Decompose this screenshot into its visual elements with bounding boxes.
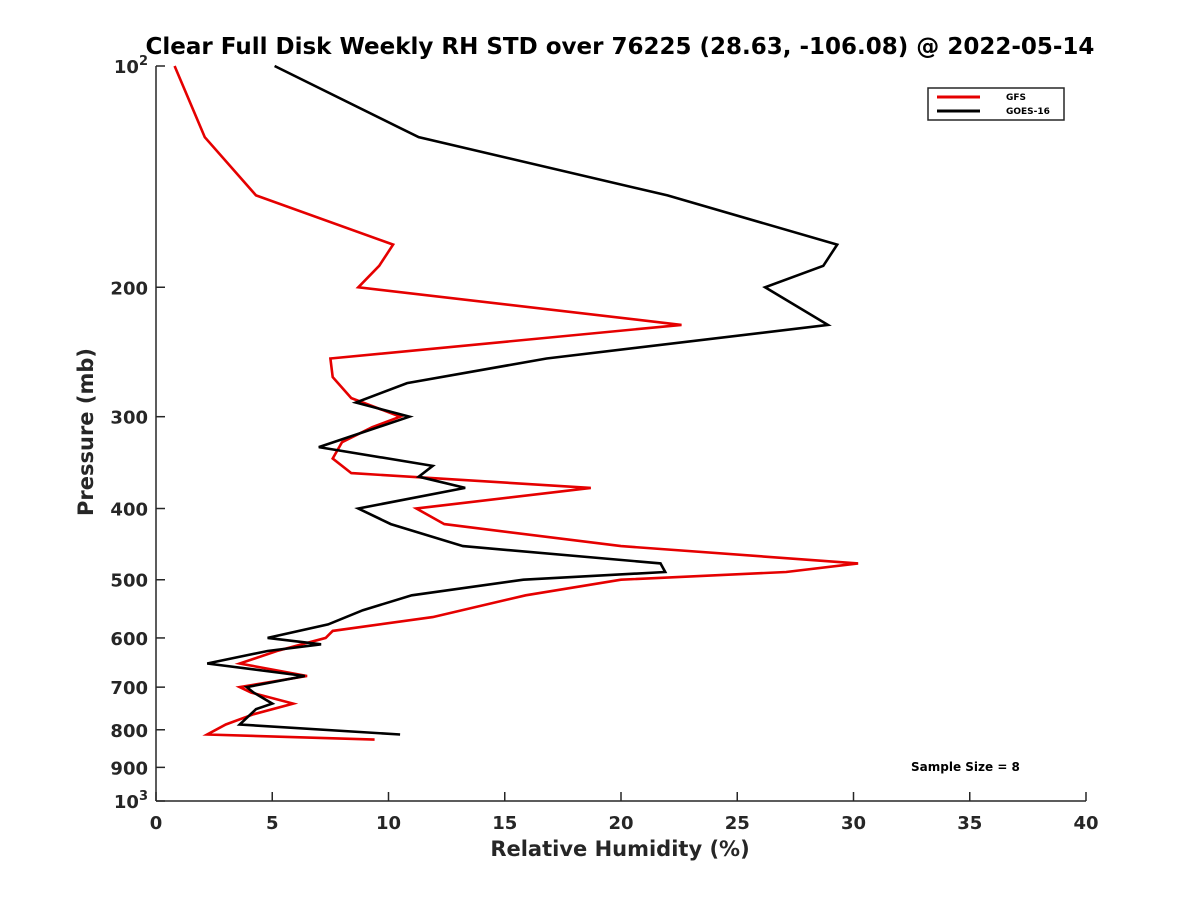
x-tick-label: 40 [1073, 813, 1098, 834]
x-tick-label: 5 [266, 813, 279, 834]
sample-size-annotation: Sample Size = 8 [911, 760, 1020, 774]
x-tick-label: 15 [492, 813, 517, 834]
y-axis-label: Pressure (mb) [74, 348, 98, 516]
y-tick-label: 500 [110, 571, 148, 592]
x-tick-label: 0 [150, 813, 163, 834]
y-tick-label: 600 [110, 629, 148, 650]
x-tick-label: 20 [608, 813, 633, 834]
y-tick-label: 800 [110, 721, 148, 742]
y-ticks-layer: 102 200 300 400 500 600 700 800 900 103 [110, 54, 165, 813]
legend-label-gfs: GFS [1006, 93, 1026, 103]
x-tick-label: 25 [725, 813, 750, 834]
series-line-gfs [173, 65, 859, 741]
chart-title: Clear Full Disk Weekly RH STD over 76225… [146, 34, 1095, 60]
x-tick-label: 35 [957, 813, 982, 834]
x-tick-label: 30 [841, 813, 866, 834]
y-tick-label: 900 [110, 758, 148, 779]
x-axis-label: Relative Humidity (%) [490, 837, 749, 861]
y-tick-label: 102 [114, 54, 148, 78]
y-tick-label: 103 [114, 789, 148, 813]
y-tick-label: 200 [110, 278, 148, 299]
series-layer [173, 64, 859, 741]
series-line-goes16 [206, 64, 840, 736]
legend-box [927, 87, 1065, 121]
legend-label-goes16: GOES-16 [1006, 107, 1050, 117]
x-tick-label: 10 [376, 813, 401, 834]
axes-layer [155, 66, 1086, 802]
y-tick-label: 300 [110, 408, 148, 429]
legend: GFS GOES-16 [927, 87, 1065, 121]
y-tick-label: 400 [110, 500, 148, 521]
y-tick-label: 700 [110, 678, 148, 699]
x-ticks-layer: 0 5 10 15 20 25 30 35 40 [150, 792, 1099, 834]
